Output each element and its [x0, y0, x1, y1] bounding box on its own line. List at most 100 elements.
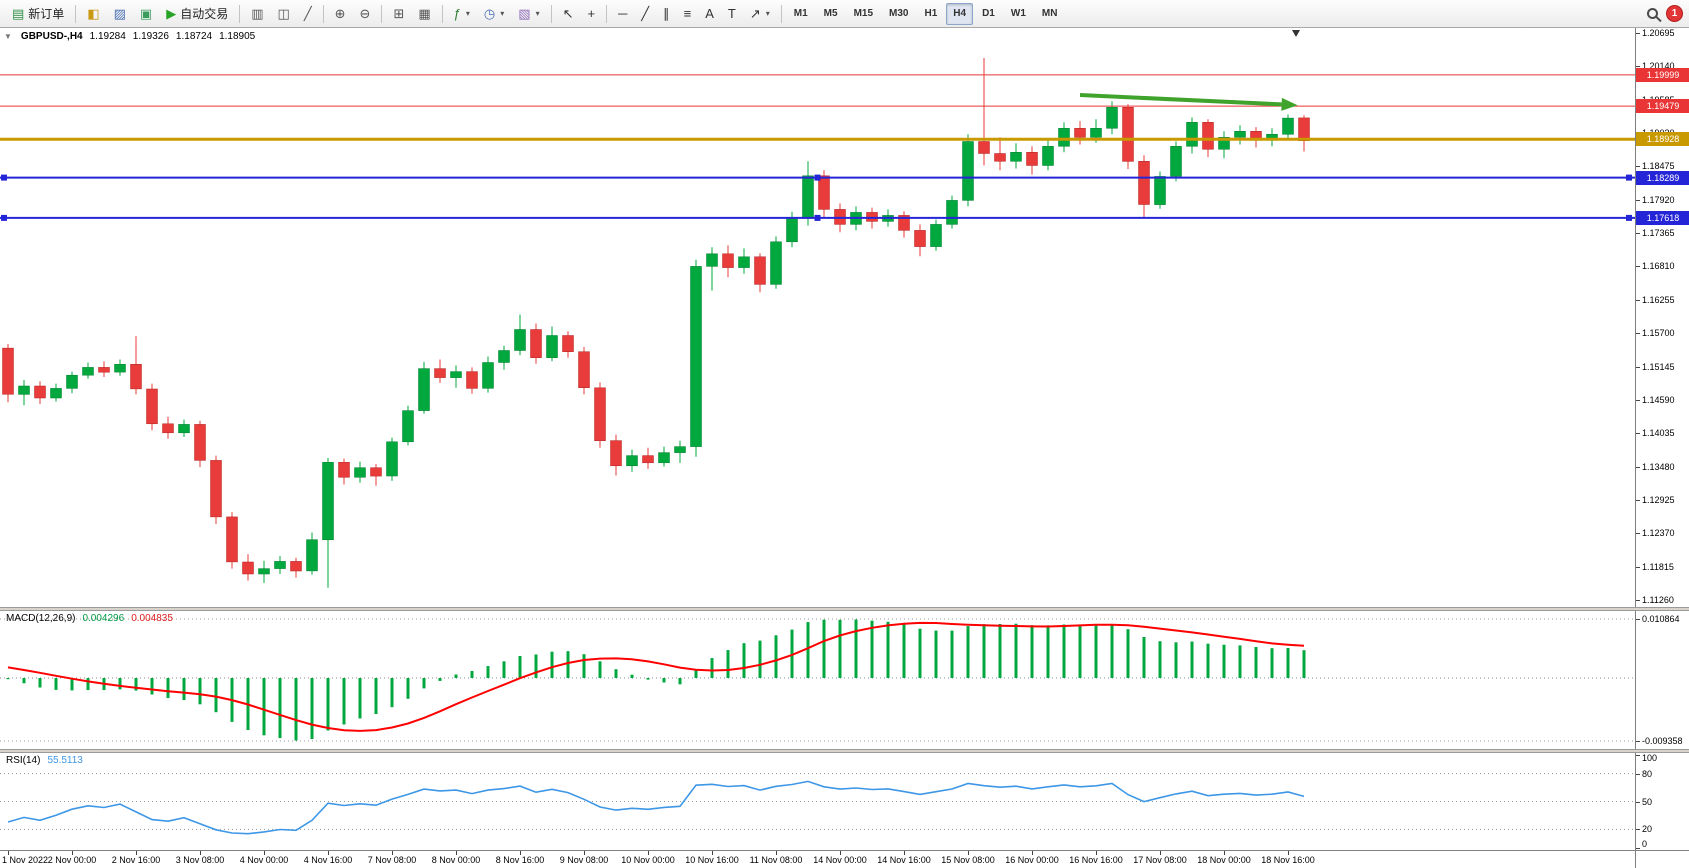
cursor-button[interactable]: ↖: [557, 3, 580, 25]
tf-w1-button[interactable]: W1: [1004, 3, 1033, 25]
candlestick-chart[interactable]: [0, 28, 1635, 607]
macd-scale[interactable]: 0.010864 -0.009358: [1635, 611, 1689, 749]
line-handle: [814, 214, 821, 221]
arrows-button[interactable]: ↗ ▾: [744, 3, 776, 25]
macd-signal-value: 0.004835: [131, 613, 173, 624]
line-chart-icon: ╱: [303, 6, 312, 21]
tf-m30-button[interactable]: M30: [882, 3, 915, 25]
time-label: 11 Nov 08:00: [749, 855, 803, 865]
main-chart-plot[interactable]: ▼ GBPUSD-,H4 1.19284 1.19326 1.18724 1.1…: [0, 28, 1635, 607]
rsi-tick-label: 80: [1642, 768, 1653, 779]
tf-h4-button-label: H4: [953, 8, 967, 19]
auto-arrange-button[interactable]: ▦: [412, 3, 436, 25]
tf-m5-button[interactable]: M5: [817, 3, 845, 25]
autotrading-button[interactable]: ▶ 自动交易: [160, 3, 234, 25]
macd-label: MACD(12,26,9) 0.004296 0.004835: [6, 613, 173, 624]
rsi-scale[interactable]: 100 80 50 20 0: [1635, 753, 1689, 850]
tile-windows-button[interactable]: ⊞: [387, 3, 410, 25]
fibonacci-button[interactable]: ≡: [678, 3, 698, 25]
time-label: 14 Nov 00:00: [813, 855, 867, 865]
search-button[interactable]: [1641, 3, 1664, 25]
price-tick-label: 1.17365: [1642, 228, 1675, 239]
pane-splitter[interactable]: [0, 607, 1689, 611]
tf-m1-button[interactable]: M1: [787, 3, 815, 25]
notification-badge[interactable]: 1: [1666, 5, 1683, 22]
text-label-button[interactable]: T: [722, 3, 742, 25]
new-order-button[interactable]: ▤ 新订单: [6, 3, 70, 25]
price-tick-label: 1.16810: [1642, 261, 1675, 272]
tf-m15-button[interactable]: M15: [847, 3, 880, 25]
tf-h4-button[interactable]: H4: [946, 2, 974, 25]
tf-mn-button[interactable]: MN: [1035, 3, 1065, 25]
toolbar-separator: [322, 4, 324, 23]
trend-arrow[interactable]: [1079, 93, 1298, 111]
price-tag: 1.19999: [1636, 67, 1689, 82]
line-handle: [1, 214, 7, 221]
price-tick-label: 1.20140: [1642, 61, 1675, 72]
macd-min-label: -0.009358: [1642, 736, 1683, 746]
axis-tick: [1636, 466, 1640, 468]
arrows-icon: ↗: [749, 6, 761, 21]
rsi-pane[interactable]: RSI(14) 55.5113: [0, 753, 1635, 850]
toolbar-separator: [239, 4, 241, 23]
data-window-button[interactable]: ▣: [134, 3, 158, 25]
time-label: 15 Nov 08:00: [941, 855, 995, 865]
candlestick-button[interactable]: ◫: [272, 3, 296, 25]
text-button[interactable]: A: [699, 3, 720, 25]
chart-window: ▼ GBPUSD-,H4 1.19284 1.19326 1.18724 1.1…: [0, 28, 1689, 868]
time-label: 16 Nov 00:00: [1005, 855, 1059, 865]
time-axis[interactable]: 1 Nov 2022 2 Nov 00:00 2 Nov 16:00 3 Nov 08…: [0, 850, 1635, 868]
time-label: 18 Nov 16:00: [1261, 855, 1315, 865]
axis-tick: [1636, 333, 1640, 335]
clock-icon: ◷: [483, 6, 496, 21]
profiles-button[interactable]: ▨: [108, 3, 132, 25]
axis-tick: [1636, 399, 1640, 401]
price-tag: 1.18928: [1636, 132, 1689, 147]
crosshair-button[interactable]: +: [581, 3, 601, 25]
tf-m5-button-label: M5: [823, 8, 838, 19]
macd-chart: [0, 618, 1635, 742]
time-tick: [456, 851, 457, 855]
toolbar-separator: [606, 4, 608, 23]
templates-button[interactable]: ▧ ▾: [512, 3, 545, 25]
time-tick: [392, 851, 393, 855]
one-click-trading-toggle[interactable]: ▼: [4, 32, 12, 41]
line-chart-button[interactable]: ╱: [298, 3, 318, 25]
chart-window-icon: ◧: [87, 6, 100, 21]
axis-tick: [1636, 266, 1640, 268]
time-label: 10 Nov 16:00: [685, 855, 739, 865]
indicators-button[interactable]: ƒ ▾: [448, 3, 476, 25]
charts-button[interactable]: ◧: [81, 3, 105, 25]
rsi-label: RSI(14) 55.5113: [6, 755, 83, 766]
zoom-out-button[interactable]: ⊖: [354, 3, 377, 25]
chevron-down-icon: ▾: [500, 9, 505, 18]
horizontal-line-button[interactable]: ─: [612, 3, 633, 25]
channel-icon: ∥: [663, 6, 670, 21]
channel-button[interactable]: ∥: [657, 3, 676, 25]
auto-arrange-icon: ▦: [418, 6, 431, 21]
periods-button[interactable]: ◷ ▾: [478, 3, 510, 25]
time-label: 18 Nov 00:00: [1197, 855, 1251, 865]
price-tick-label: 1.20695: [1642, 28, 1675, 39]
tf-d1-button[interactable]: D1: [975, 3, 1002, 25]
trendline-button[interactable]: ╱: [635, 3, 655, 25]
time-tick: [712, 851, 713, 855]
horizontal-line-object[interactable]: [0, 174, 1635, 181]
zoom-in-button[interactable]: ⊕: [329, 3, 352, 25]
bar-chart-button[interactable]: ▥: [245, 3, 269, 25]
price-tick-label: 1.14035: [1642, 428, 1675, 439]
ohlc-close: 1.18905: [219, 31, 256, 42]
tf-h1-button[interactable]: H1: [917, 3, 944, 25]
time-tick: [136, 851, 137, 855]
horizontal-line-object[interactable]: [0, 214, 1635, 221]
line-handle: [1, 174, 7, 181]
time-tick: [264, 851, 265, 855]
time-tick: [968, 851, 969, 855]
chart-shift-marker[interactable]: [1292, 30, 1300, 37]
macd-max-label: 0.010864: [1642, 614, 1680, 624]
axis-tick: [1636, 299, 1640, 301]
time-label: 17 Nov 08:00: [1133, 855, 1187, 865]
macd-pane[interactable]: MACD(12,26,9) 0.004296 0.004835: [0, 611, 1635, 749]
pane-splitter[interactable]: [0, 749, 1689, 753]
price-axis[interactable]: 1.206951.201401.195851.190301.184751.179…: [1635, 28, 1689, 607]
